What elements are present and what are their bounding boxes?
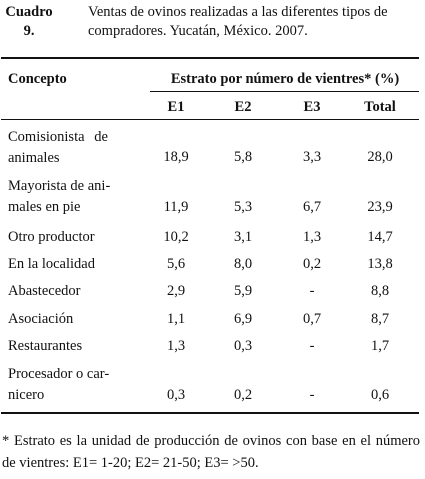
- column-header-e1: E1: [167, 99, 185, 115]
- row-concept-line: Restaurantes: [8, 338, 83, 354]
- group-header: Estrato por número de vientres* (%): [170, 71, 400, 87]
- row-value-total: 8,7: [370, 311, 390, 327]
- row-value-e1: 5,6: [166, 256, 186, 272]
- row-value-e1: 18,9: [163, 149, 189, 165]
- row-concept-line: Comisionista de: [8, 129, 108, 145]
- row-value-e2: 5,8: [233, 149, 253, 165]
- row-concept-line: Otro productor: [8, 229, 95, 245]
- concept-header: Concepto: [8, 71, 67, 87]
- row-value-e3: 6,7: [302, 199, 322, 215]
- row-concept-line: En la localidad: [8, 256, 95, 272]
- column-header-e2: E2: [234, 99, 252, 115]
- table-footnote: * Estrato es la unidad de producción de …: [2, 433, 420, 471]
- row-value-e3: 1,3: [302, 229, 322, 245]
- row-value-e3: -: [309, 387, 315, 403]
- row-concept-line: Abastecedor: [8, 283, 81, 299]
- row-value-e2: 0,3: [233, 338, 253, 354]
- row-value-e1: 1,3: [166, 338, 186, 354]
- row-value-total: 13,8: [367, 256, 393, 272]
- row-concept-line: males en pie: [8, 199, 81, 215]
- row-value-e1: 1,1: [166, 311, 186, 327]
- row-value-e2: 3,1: [233, 229, 253, 245]
- row-value-total: 0,6: [370, 387, 390, 403]
- row-value-e2: 6,9: [233, 311, 253, 327]
- row-concept-line: Mayorista de ani-: [8, 178, 111, 194]
- row-value-total: 23,9: [367, 199, 393, 215]
- row-value-total: 1,7: [370, 338, 390, 354]
- row-concept-line: animales: [8, 150, 60, 166]
- row-concept-line: Procesador o car-: [8, 366, 110, 382]
- column-header-e3: E3: [303, 99, 321, 115]
- row-value-total: 8,8: [370, 283, 390, 299]
- table-top-rule: [1, 57, 419, 59]
- row-value-e1: 0,3: [166, 387, 186, 403]
- table-bottom-rule: [1, 412, 419, 414]
- row-value-e3: -: [309, 338, 315, 354]
- row-value-e3: 0,2: [302, 256, 322, 272]
- row-value-e3: 0,7: [302, 311, 322, 327]
- caption-number: Cuadro 9.: [5, 4, 53, 39]
- row-value-e2: 5,9: [233, 283, 253, 299]
- row-concept-line: Asociación: [8, 311, 74, 327]
- column-header-total: Total: [364, 99, 396, 115]
- row-value-e1: 10,2: [163, 229, 189, 245]
- group-header-rule: [150, 91, 419, 92]
- row-value-e1: 2,9: [166, 283, 186, 299]
- row-value-total: 28,0: [367, 149, 393, 165]
- row-value-e1: 11,9: [163, 199, 189, 215]
- header-bottom-rule: [1, 119, 419, 120]
- row-value-e3: 3,3: [302, 149, 322, 165]
- row-value-e2: 8,0: [233, 256, 253, 272]
- row-value-e2: 5,3: [233, 199, 253, 215]
- row-value-e2: 0,2: [233, 387, 253, 403]
- row-concept-line: nicero: [8, 387, 45, 403]
- row-value-e3: -: [309, 283, 315, 299]
- row-value-total: 14,7: [367, 229, 393, 245]
- caption-text: Ventas de ovinos realizadas a las difere…: [88, 4, 388, 39]
